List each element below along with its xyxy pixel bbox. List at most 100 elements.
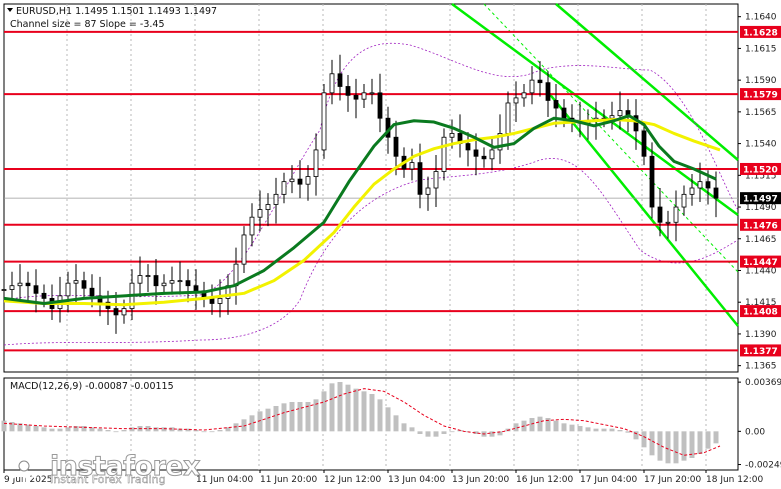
- candle-body: [713, 187, 719, 199]
- macd-histogram-bar: [145, 426, 151, 432]
- macd-histogram-bar: [233, 423, 239, 432]
- candle-body: [185, 280, 191, 287]
- macd-histogram-bar: [697, 431, 703, 454]
- candle-body: [441, 136, 447, 172]
- macd-histogram-bar: [657, 431, 663, 461]
- channel-lower-line: [547, 91, 739, 327]
- candle-body: [313, 149, 319, 177]
- macd-histogram-bar: [609, 428, 615, 432]
- candle-body: [177, 280, 183, 283]
- candle-body: [113, 308, 119, 316]
- level-label: 1.1447: [743, 258, 778, 268]
- candle-body: [209, 297, 215, 304]
- macd-histogram-bar: [209, 431, 215, 433]
- y-tick-label: 1.1540: [745, 140, 777, 150]
- candle-body: [417, 162, 423, 195]
- candle-body: [193, 285, 199, 292]
- candle-body: [681, 193, 687, 208]
- current-price-box: [740, 192, 781, 205]
- macd-signal-line: [3, 388, 721, 456]
- macd-histogram-bar: [553, 420, 559, 432]
- x-tick-label: 17 Jun 20:00: [644, 475, 701, 485]
- candle-body: [377, 92, 383, 119]
- macd-histogram-bar: [121, 430, 127, 432]
- macd-histogram-bar: [201, 431, 207, 433]
- candle-body: [97, 295, 103, 303]
- macd-histogram-bar: [345, 384, 351, 432]
- candle-body: [329, 73, 335, 94]
- channel-upper2-line: [555, 3, 739, 161]
- macd-histogram-bar: [9, 422, 15, 432]
- macd-histogram-bar: [377, 399, 383, 432]
- candle-body: [697, 181, 703, 189]
- macd-histogram-bar: [57, 428, 63, 432]
- candle-body: [657, 206, 663, 223]
- macd-histogram-bar: [41, 427, 47, 432]
- macd-histogram-bar: [593, 428, 599, 432]
- candle-body: [321, 92, 327, 151]
- y-tick-label: 1.1390: [745, 330, 777, 340]
- candle-body: [537, 79, 543, 84]
- macd-histogram-bar: [425, 431, 431, 437]
- candle-body: [425, 187, 431, 195]
- macd-histogram-bar: [65, 427, 71, 432]
- y-tick-label: 1.1440: [745, 266, 777, 276]
- macd-histogram-bar: [73, 426, 79, 432]
- macd-label: MACD(12,26,9) -0.00087 -0.00115: [10, 381, 174, 392]
- macd-histogram-bar: [49, 428, 55, 432]
- brand-tagline: Instant Forex Trading: [50, 473, 166, 486]
- candle-body: [497, 133, 503, 151]
- candle-body: [529, 79, 535, 94]
- macd-histogram-bar: [329, 383, 335, 432]
- x-tick-label: 17 Jun 04:00: [580, 475, 637, 485]
- x-tick-label: 13 Jun 20:00: [452, 475, 509, 485]
- main-pane-frame: [3, 3, 739, 373]
- candle-body: [297, 178, 303, 185]
- x-tick-label: 11 Jun 04:00: [196, 475, 253, 485]
- macd-histogram-bar: [417, 431, 423, 434]
- macd-histogram-bar: [321, 391, 327, 432]
- candle-body: [489, 149, 495, 160]
- macd-histogram-bar: [297, 402, 303, 432]
- candle-body: [481, 155, 487, 160]
- macd-histogram-bar: [17, 423, 23, 432]
- candle-body: [521, 92, 527, 99]
- x-tick-label: 18 Jun 12:00: [706, 475, 763, 485]
- candle-body: [89, 287, 95, 297]
- macd-histogram-bar: [537, 416, 543, 432]
- current-price-label: 1.1497: [743, 195, 778, 205]
- macd-histogram-bar: [177, 428, 183, 432]
- macd-histogram-bar: [369, 394, 375, 432]
- candle-body: [153, 275, 159, 287]
- level-label: 1.1520: [743, 165, 778, 175]
- candle-body: [9, 285, 15, 290]
- candle-body: [25, 282, 31, 287]
- candle-body: [81, 280, 87, 289]
- candle-body: [65, 282, 71, 297]
- macd-histogram-bar: [449, 431, 455, 433]
- macd-histogram-bar: [153, 427, 159, 432]
- channel-upper-line: [451, 2, 739, 217]
- candle-body: [449, 133, 455, 138]
- candle-body: [1, 289, 7, 291]
- level-label-box: [740, 344, 781, 357]
- candle-body: [665, 221, 671, 224]
- macd-histogram-bar: [473, 431, 479, 434]
- channel-info-line: Channel size = 87 Slope = -3.45: [10, 19, 165, 30]
- y-tick-label: 1.1565: [745, 108, 777, 118]
- candle-body: [265, 204, 271, 210]
- macd-histogram-bar: [81, 426, 87, 432]
- macd-histogram-bar: [641, 431, 647, 448]
- level-label: 1.1377: [743, 347, 778, 357]
- macd-histogram-bar: [393, 415, 399, 432]
- candle-body: [617, 110, 623, 117]
- macd-histogram-bar: [105, 430, 111, 432]
- macd-histogram-bar: [649, 431, 655, 456]
- candle-body: [353, 94, 359, 100]
- candle-body: [73, 280, 79, 284]
- candle-body: [433, 171, 439, 189]
- candle-body: [473, 149, 479, 157]
- macd-histogram-bar: [545, 418, 551, 432]
- macd-histogram-bar: [33, 426, 39, 432]
- brand-logo: instaforex Instant Forex Trading: [4, 446, 201, 486]
